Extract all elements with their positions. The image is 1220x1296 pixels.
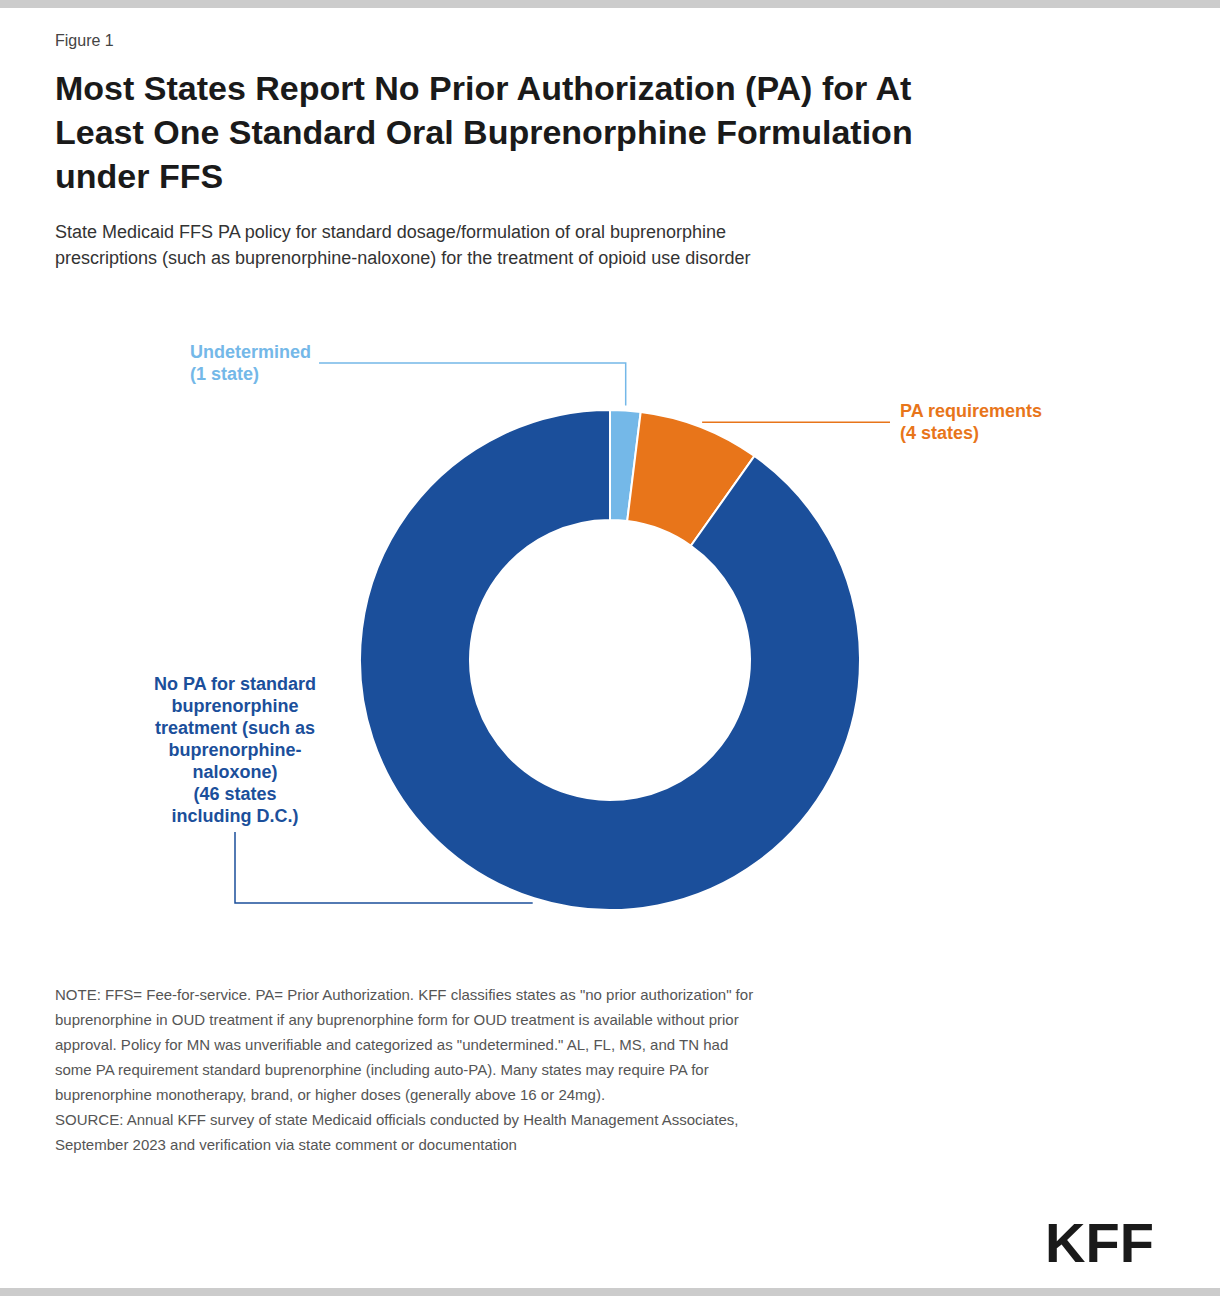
top-border	[0, 0, 1220, 8]
slice-label: PA requirements(4 states)	[900, 401, 1042, 443]
donut	[360, 410, 860, 910]
note: NOTE: FFS= Fee-for-service. PA= Prior Au…	[55, 986, 753, 1153]
title: Most States Report No Prior Authorizatio…	[55, 69, 913, 195]
figure-label: Figure 1	[55, 32, 114, 49]
slice-label: No PA for standardbuprenorphinetreatment…	[154, 674, 316, 826]
subtitle: State Medicaid FFS PA policy for standar…	[55, 222, 750, 268]
chart: Figure 1 Most States Report No Prior Auth…	[0, 0, 1220, 1296]
callouts	[235, 363, 890, 903]
callout-line	[702, 421, 890, 423]
callout-line	[319, 363, 626, 405]
slice-label: Undetermined(1 state)	[190, 342, 311, 384]
donut-slice	[360, 410, 860, 910]
callout-line	[235, 832, 533, 903]
logo: KFF	[1045, 1211, 1154, 1274]
bottom-border	[0, 1288, 1220, 1296]
